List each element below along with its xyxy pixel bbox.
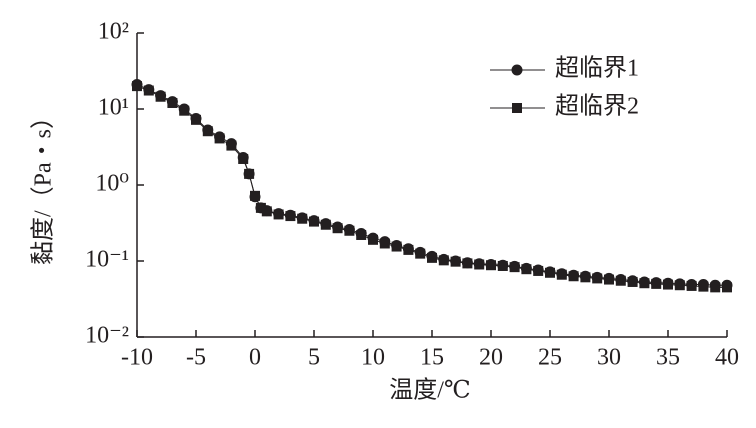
data-point — [273, 209, 284, 220]
y-axis-label: 黏度/（Pa・s） — [30, 105, 57, 265]
y-tick-label: 10⁻² — [85, 323, 129, 349]
data-point — [132, 81, 142, 92]
data-point — [545, 267, 555, 278]
data-point — [191, 114, 201, 125]
data-point — [509, 262, 520, 273]
data-point — [521, 264, 532, 275]
data-point — [285, 211, 296, 222]
data-point — [379, 238, 390, 249]
data-point — [533, 265, 544, 276]
data-point — [403, 244, 414, 255]
data-point — [332, 223, 343, 234]
data-point — [415, 248, 426, 259]
data-point — [427, 252, 437, 263]
y-tick-label: 10² — [98, 19, 129, 45]
data-point — [686, 280, 697, 291]
x-tick-label: 35 — [656, 345, 680, 371]
data-point — [615, 275, 626, 286]
data-point — [261, 206, 272, 217]
data-point — [155, 91, 166, 102]
x-tick-label: 30 — [597, 345, 621, 371]
data-point — [226, 140, 237, 151]
data-point — [250, 190, 260, 201]
data-point — [497, 260, 508, 271]
data-point — [592, 273, 603, 284]
legend-marker — [512, 103, 522, 113]
data-point — [722, 282, 732, 293]
data-point — [651, 278, 662, 289]
x-tick-label: -10 — [121, 345, 153, 371]
data-point — [639, 278, 650, 289]
data-point — [438, 255, 449, 266]
data-point — [474, 259, 485, 270]
x-tick-label: 20 — [479, 345, 503, 371]
data-point — [297, 213, 308, 224]
data-point — [356, 229, 367, 240]
data-point — [214, 133, 225, 144]
data-point — [368, 234, 378, 245]
legend-label: 超临界1 — [555, 55, 639, 82]
data-point — [462, 258, 473, 269]
data-point — [710, 282, 721, 293]
data-point — [238, 153, 249, 164]
x-axis-label: 温度/℃ — [389, 377, 471, 404]
data-point — [674, 280, 685, 291]
data-point — [344, 225, 355, 236]
data-point — [604, 274, 614, 285]
x-tick-label: 0 — [249, 345, 261, 371]
data-point — [486, 260, 496, 271]
data-point — [167, 97, 178, 108]
data-point — [244, 168, 255, 179]
data-point — [568, 271, 579, 282]
data-point — [391, 241, 402, 252]
data-point — [255, 202, 266, 213]
y-tick-label: 10⁰ — [95, 171, 129, 197]
data-point — [698, 281, 709, 292]
data-point — [202, 126, 213, 137]
x-tick-label: -5 — [186, 345, 206, 371]
x-tick-label: 5 — [308, 345, 320, 371]
data-point — [143, 85, 154, 96]
data-point — [663, 279, 673, 290]
legend-marker — [511, 64, 523, 76]
x-tick-label: 15 — [420, 345, 444, 371]
y-tick-label: 10¹ — [98, 95, 129, 121]
data-point — [556, 269, 567, 280]
data-point — [320, 219, 331, 230]
x-tick-label: 25 — [538, 345, 562, 371]
data-point — [179, 105, 190, 116]
data-point — [580, 272, 591, 283]
data-point — [627, 276, 638, 287]
legend-label: 超临界2 — [555, 93, 639, 120]
y-tick-label: 10⁻¹ — [85, 247, 129, 273]
x-tick-label: 40 — [715, 345, 739, 371]
data-point — [309, 216, 319, 227]
data-point — [450, 256, 461, 267]
x-tick-label: 10 — [361, 345, 385, 371]
